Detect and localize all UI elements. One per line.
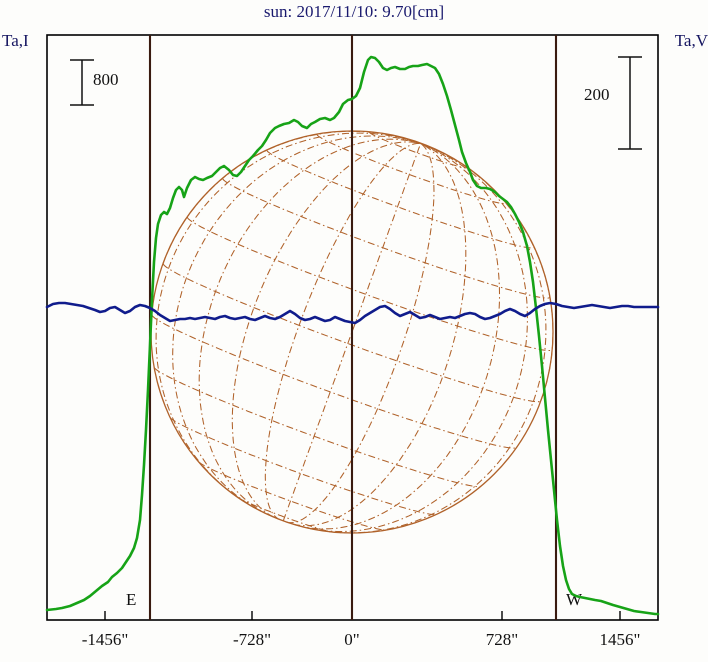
right-scale-bar-label: 200 bbox=[584, 85, 610, 104]
xtick-label-4: 1456" bbox=[599, 630, 641, 649]
xtick-label-3: 728" bbox=[485, 630, 519, 649]
xtick-label-0: -1456" bbox=[81, 630, 129, 649]
left-scale-bar-label: 800 bbox=[93, 70, 119, 89]
plot-title: sun: 2017/11/10: 9.70[cm] bbox=[263, 2, 445, 21]
limb-lines bbox=[148, 35, 558, 620]
xtick-label-2: 0" bbox=[344, 630, 360, 649]
xtick-label-1: -728" bbox=[232, 630, 272, 649]
west-limb-label: W bbox=[566, 590, 583, 609]
data-series bbox=[45, 55, 660, 616]
right-axis-label: Ta,V bbox=[674, 31, 708, 50]
scale-bars bbox=[70, 56, 642, 150]
east-limb-label: E bbox=[126, 590, 137, 609]
left-axis-label: Ta,I bbox=[2, 31, 29, 50]
